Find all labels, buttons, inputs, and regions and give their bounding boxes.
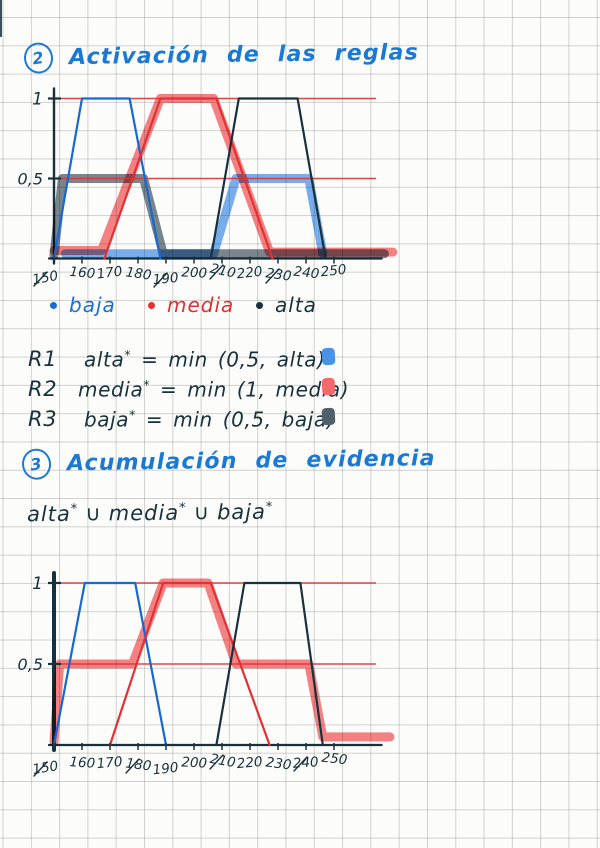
union-operator: ∪ <box>193 500 211 525</box>
legend-item-baja: baja <box>50 293 116 317</box>
ticks <box>48 581 335 750</box>
section-3-title: 3 Acumulación de evidencia <box>20 443 436 482</box>
y-tick-label: 1 <box>32 90 43 110</box>
rule-id: R2 <box>28 377 58 401</box>
x-tick-label: 210 <box>209 751 237 771</box>
series-alta <box>209 97 327 260</box>
x-tick-label: 190 <box>152 760 179 779</box>
rule-id: R3 <box>28 407 58 431</box>
rule-formula: alta* = min (0,5, alta) <box>84 346 326 372</box>
x-tick-label: 220 <box>236 264 263 283</box>
rule-id: R1 <box>28 347 58 371</box>
x-tick-label: 170 <box>96 754 123 772</box>
rule-row-r2: R2 media* = min (1, media) <box>28 374 588 404</box>
section-2-title-text: Activación de las reglas <box>68 40 420 71</box>
expression-term: alta* <box>26 501 79 527</box>
x-tick-label: 200 <box>181 754 208 771</box>
section-3-number: 3 <box>20 446 53 482</box>
y-tick-label: 0,5 <box>18 655 43 674</box>
x-tick-label: 250 <box>321 750 348 769</box>
x-tick-label: 220 <box>236 754 263 772</box>
y-tick-label: 0,5 <box>18 170 43 189</box>
x-tick-label: 210 <box>209 261 238 282</box>
legend-label: baja <box>69 293 116 317</box>
rules-list: R1 alta* = min (0,5, alta) R2 media* = min … <box>28 344 588 434</box>
legend-item-alta: alta <box>256 293 317 317</box>
x-tick-label: 230 <box>265 755 293 774</box>
y-tick-labels: 10,5 <box>18 574 43 674</box>
legend-dot-icon <box>50 301 57 309</box>
rule-row-r1: R1 alta* = min (0,5, alta) <box>28 344 588 374</box>
tick-slash-mark <box>153 272 168 288</box>
x-tick-label: 240 <box>292 754 319 772</box>
x-tick-label: 150 <box>31 268 59 288</box>
series-baja <box>52 97 162 260</box>
legend-label: alta <box>275 293 317 317</box>
x-tick-label: 250 <box>320 262 347 281</box>
clipped-activation-markers <box>49 94 398 260</box>
ticks <box>48 97 335 264</box>
section-2-number: 2 <box>22 40 55 76</box>
membership-functions <box>52 581 324 747</box>
membership-functions <box>52 97 327 260</box>
tick-slash-mark <box>209 264 224 280</box>
legend-dot-icon <box>256 301 263 309</box>
membership-legend: baja media alta <box>0 293 600 323</box>
series-media <box>103 97 274 260</box>
series-media <box>108 581 271 747</box>
rule-formula: baja* = min (0,5, baja) <box>84 406 336 432</box>
section-2-title: 2 Activación de las reglas <box>22 37 420 76</box>
tick-slash-mark <box>209 754 224 770</box>
y-tick-label: 1 <box>32 574 43 594</box>
section-3-title-text: Acumulación de evidencia <box>66 446 436 477</box>
page-edge-mark <box>0 0 2 37</box>
legend-label: media <box>167 293 235 317</box>
union-expression: alta* ∪ media* ∪ baja* <box>27 500 274 527</box>
x-tick-label: 200 <box>181 264 208 281</box>
legend-dot-icon <box>148 301 155 309</box>
x-tick-label: 160 <box>69 754 96 772</box>
series-alta <box>215 581 324 747</box>
rule-color-swatch <box>321 407 336 426</box>
expression-term: baja* <box>216 499 274 525</box>
tick-slash-mark <box>125 758 140 774</box>
x-tick-label: 150 <box>31 758 59 778</box>
y-tick-labels: 10,5 <box>18 90 43 189</box>
x-tick-label: 180 <box>125 264 153 283</box>
x-tick-label: 190 <box>152 270 179 288</box>
rule-row-r3: R3 baja* = min (0,5, baja) <box>28 404 588 434</box>
series-baja <box>52 581 168 747</box>
x-tick-label: 170 <box>96 264 124 283</box>
tick-slash-mark <box>265 268 280 284</box>
rule-color-swatch <box>321 377 336 396</box>
x-tick-label: 230 <box>265 265 293 284</box>
x-tick-label: 180 <box>125 756 153 775</box>
tick-slash-mark <box>33 761 48 777</box>
tick-slash-mark <box>33 271 48 287</box>
tick-slash-mark <box>293 756 308 772</box>
rule-formula: media* = min (1, media) <box>78 376 350 402</box>
legend-item-media: media <box>148 293 234 317</box>
expression-term: media* <box>108 500 187 526</box>
union-operator: ∪ <box>85 501 102 526</box>
x-tick-label: 160 <box>69 264 96 282</box>
rule-color-swatch <box>321 347 336 366</box>
reference-lines <box>48 97 376 180</box>
x-tick-label: 240 <box>293 264 320 283</box>
